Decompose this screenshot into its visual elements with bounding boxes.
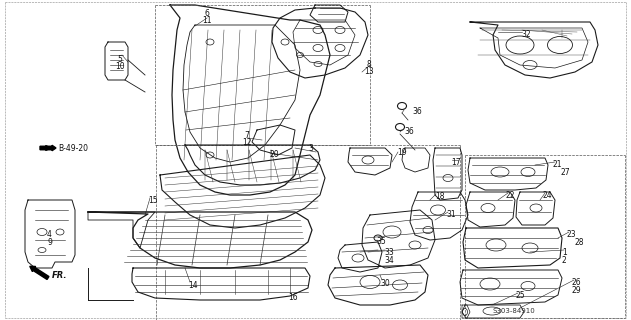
Text: 30: 30 bbox=[380, 279, 390, 288]
Text: 5: 5 bbox=[117, 55, 122, 64]
Text: 25: 25 bbox=[516, 291, 526, 300]
Text: 29: 29 bbox=[572, 286, 582, 295]
Text: 11: 11 bbox=[203, 16, 212, 25]
Text: 16: 16 bbox=[288, 293, 298, 302]
Text: 22: 22 bbox=[506, 191, 516, 200]
Text: 19: 19 bbox=[397, 148, 406, 157]
Text: 23: 23 bbox=[567, 230, 577, 239]
Text: 1: 1 bbox=[562, 248, 567, 257]
Text: 32: 32 bbox=[521, 30, 531, 39]
Text: 35: 35 bbox=[376, 237, 386, 246]
Text: 10: 10 bbox=[115, 62, 125, 71]
Text: 26: 26 bbox=[572, 278, 582, 287]
Text: 31: 31 bbox=[446, 210, 456, 219]
Text: 36: 36 bbox=[412, 107, 422, 116]
Text: 15: 15 bbox=[148, 196, 158, 205]
Text: 28: 28 bbox=[575, 238, 584, 247]
FancyArrow shape bbox=[40, 145, 56, 151]
Text: 20: 20 bbox=[270, 150, 280, 159]
Text: 4: 4 bbox=[47, 230, 52, 239]
Text: 24: 24 bbox=[543, 191, 553, 200]
Text: 36: 36 bbox=[404, 127, 414, 136]
Text: 7: 7 bbox=[245, 131, 249, 140]
Text: B-49-20: B-49-20 bbox=[58, 143, 88, 153]
Text: 27: 27 bbox=[561, 168, 570, 177]
Text: 9: 9 bbox=[47, 238, 52, 247]
FancyArrow shape bbox=[30, 266, 49, 279]
Text: FR.: FR. bbox=[52, 271, 68, 281]
Text: S303-84910: S303-84910 bbox=[493, 308, 536, 314]
Text: 14: 14 bbox=[188, 281, 198, 290]
Text: 34: 34 bbox=[384, 256, 394, 265]
Text: 12: 12 bbox=[242, 138, 252, 147]
Text: 6: 6 bbox=[204, 9, 209, 18]
Text: 8: 8 bbox=[367, 60, 372, 69]
Text: 18: 18 bbox=[435, 192, 444, 201]
Text: 33: 33 bbox=[384, 248, 394, 257]
Text: 21: 21 bbox=[553, 160, 562, 169]
Text: 13: 13 bbox=[364, 67, 374, 76]
Text: 3: 3 bbox=[308, 144, 313, 153]
Text: 2: 2 bbox=[562, 256, 567, 265]
Text: 17: 17 bbox=[451, 158, 461, 167]
